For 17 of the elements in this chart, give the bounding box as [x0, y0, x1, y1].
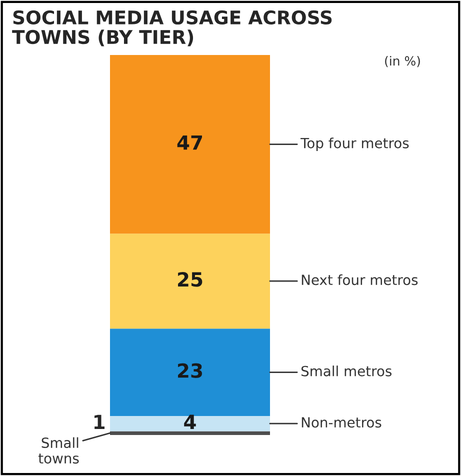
bar — [110, 328, 270, 416]
chart-title: SOCIAL MEDIA USAGE ACROSS TOWNS (BY TIER) — [12, 10, 332, 46]
text: Top four metros — [300, 138, 409, 152]
data-label: 1 — [94, 414, 104, 430]
data-label: 4 — [184, 414, 196, 429]
bar — [110, 234, 270, 329]
bar — [110, 55, 270, 234]
data-label: 47 — [177, 135, 202, 150]
data-label: 23 — [178, 363, 202, 378]
bar — [110, 416, 270, 432]
text: (in %) — [385, 56, 420, 68]
data-label: 25 — [178, 272, 202, 287]
text: Small metros — [301, 366, 392, 376]
text: Small towns — [38, 437, 79, 464]
text: Next four metros — [302, 274, 418, 286]
bar — [110, 431, 270, 435]
text: Non-metros — [302, 417, 382, 428]
